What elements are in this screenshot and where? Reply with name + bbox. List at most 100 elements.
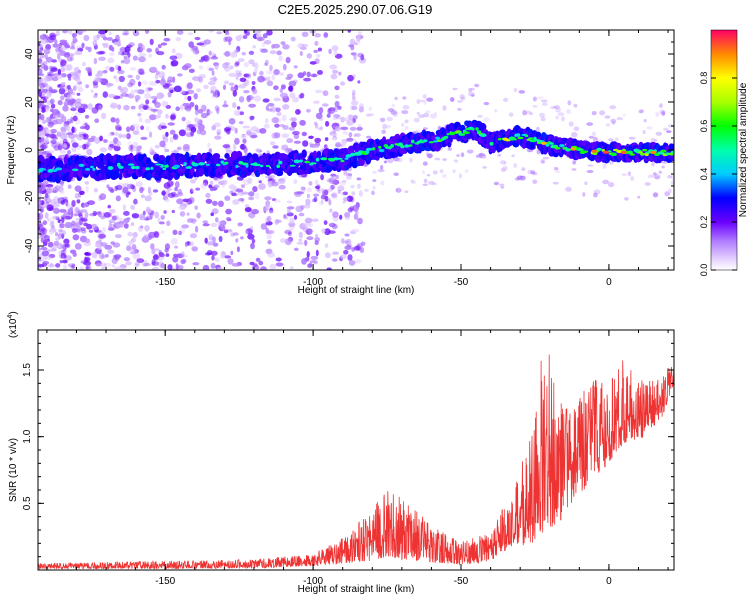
heatmap-cell <box>299 159 303 163</box>
heatmap-cell <box>243 73 250 78</box>
heatmap-cell <box>192 162 199 167</box>
heatmap-cell <box>118 165 124 169</box>
heatmap-cell <box>418 114 425 118</box>
heatmap-cell <box>118 75 125 83</box>
heatmap-cell <box>230 250 234 256</box>
heatmap-cell <box>240 236 244 240</box>
heatmap-cell <box>247 233 255 240</box>
heatmap-cell <box>172 133 179 140</box>
heatmap-cell <box>154 101 161 109</box>
heatmap-cell <box>71 126 77 133</box>
heatmap-cell <box>516 133 521 137</box>
heatmap-cell <box>155 114 159 120</box>
heatmap-cell <box>313 260 318 265</box>
heatmap-cell <box>132 30 140 37</box>
heatmap-cell <box>536 96 544 100</box>
heatmap-cell <box>530 170 536 175</box>
heatmap-cell <box>177 188 182 195</box>
heatmap-cell <box>154 144 160 149</box>
heatmap-cell <box>38 90 42 98</box>
heatmap-cell <box>379 117 386 123</box>
heatmap-cell <box>198 76 204 83</box>
heatmap-cell <box>304 257 310 262</box>
heatmap-cell <box>47 71 51 76</box>
heatmap-cell <box>112 255 117 259</box>
heatmap-cell <box>70 107 77 112</box>
heatmap-cell <box>102 91 109 98</box>
heatmap-cell <box>159 78 167 86</box>
heatmap-cell <box>348 44 355 48</box>
heatmap-cell <box>79 217 85 221</box>
heatmap-cell <box>344 211 351 218</box>
heatmap-cell <box>271 181 279 187</box>
heatmap-cell <box>525 134 529 138</box>
heatmap-cell <box>63 212 71 218</box>
heatmap-cell <box>251 81 256 85</box>
heatmap-cell <box>91 107 99 114</box>
heatmap-cell <box>203 39 211 45</box>
heatmap-cell <box>330 184 335 190</box>
heatmap-cell <box>328 177 337 184</box>
heatmap-cell <box>302 71 307 76</box>
heatmap-cell <box>78 163 85 167</box>
heatmap-cell <box>350 184 355 189</box>
heatmap-cell <box>114 256 120 261</box>
heatmap-cell <box>372 170 377 174</box>
heatmap-cell <box>57 132 64 137</box>
heatmap-cell <box>116 223 124 228</box>
heatmap-cell <box>368 113 375 117</box>
heatmap-cell <box>72 168 79 172</box>
heatmap-cell <box>99 135 103 142</box>
heatmap-cell <box>321 103 329 107</box>
heatmap-cell <box>99 147 108 153</box>
heatmap-cell <box>107 132 113 137</box>
heatmap-cell <box>267 251 276 258</box>
heatmap-cell <box>208 234 214 241</box>
heatmap-cell <box>153 231 160 239</box>
heatmap-cell <box>175 37 182 42</box>
heatmap-cell <box>111 47 115 52</box>
heatmap-cell <box>196 212 201 219</box>
spectrogram-heatmap <box>38 30 674 270</box>
heatmap-cell <box>315 157 320 162</box>
heatmap-cell <box>127 82 134 88</box>
heatmap-cell <box>386 116 393 122</box>
heatmap-cell <box>79 126 86 130</box>
heatmap-cell <box>115 77 120 83</box>
heatmap-cell <box>82 143 87 150</box>
heatmap-cell <box>175 181 180 189</box>
heatmap-cell <box>169 137 174 143</box>
heatmap-cell <box>120 134 129 138</box>
heatmap-cell <box>333 114 340 118</box>
heatmap-cell <box>98 233 107 239</box>
heatmap-cell <box>306 236 314 241</box>
heatmap-cell <box>358 57 367 64</box>
x-tick-label: -50 <box>454 277 469 288</box>
heatmap-cell <box>52 201 60 208</box>
heatmap-cell <box>582 192 586 197</box>
heatmap-cell <box>640 152 646 156</box>
heatmap-cell <box>391 103 396 108</box>
heatmap-cell <box>163 37 171 42</box>
heatmap-cell <box>313 121 317 126</box>
heatmap-cell <box>153 253 159 261</box>
heatmap-cell <box>118 173 123 180</box>
heatmap-cell <box>359 247 365 254</box>
heatmap-cell <box>196 129 202 135</box>
heatmap-cell <box>364 188 369 192</box>
heatmap-cell <box>252 88 258 95</box>
heatmap-cell <box>194 49 200 54</box>
heatmap-cell <box>571 132 578 138</box>
heatmap-cell <box>242 125 251 129</box>
heatmap-cell <box>60 85 65 90</box>
heatmap-cell <box>215 93 219 98</box>
heatmap-cell <box>49 98 55 105</box>
heatmap-cell <box>167 76 174 83</box>
heatmap-cell <box>110 131 115 136</box>
heatmap-cell <box>154 73 159 80</box>
heatmap-cell <box>211 208 219 215</box>
heatmap-cell <box>80 103 88 108</box>
heatmap-cell <box>210 262 216 269</box>
heatmap-cell <box>53 207 60 214</box>
heatmap-cell <box>38 130 45 136</box>
